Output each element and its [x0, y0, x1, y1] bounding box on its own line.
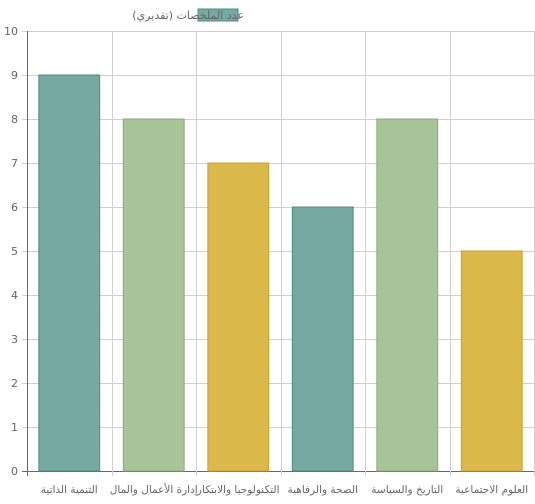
- y-tick-label: 5: [11, 245, 18, 258]
- x-tick-label: العلوم الاجتماعية: [455, 484, 528, 496]
- bar: [291, 206, 354, 472]
- bars: [38, 74, 523, 472]
- x-tick-label: التكنولوجيا والابتكار: [196, 484, 280, 496]
- bar: [122, 118, 185, 472]
- legend-label: عدد الملخصات (تقديري): [132, 9, 244, 22]
- x-tick-label: التنمية الذاتية: [41, 484, 98, 496]
- y-tick-label: 0: [11, 465, 18, 478]
- axes: 0 1 2 3 4 5 6 7 8 9 10 التنمية الذاتية إدارة الأعمال…: [4, 25, 528, 496]
- y-tick-label: 9: [11, 69, 18, 82]
- x-tick-label: إدارة الأعمال والمال: [110, 483, 198, 496]
- y-tick-label: 10: [4, 25, 18, 38]
- legend[interactable]: عدد الملخصات (تقديري): [132, 8, 244, 22]
- bar: [207, 162, 270, 472]
- bar: [38, 74, 101, 472]
- x-tick-label: الصحة والرفاهية: [287, 484, 358, 496]
- y-tick-label: 4: [11, 289, 18, 302]
- y-tick-label: 7: [11, 157, 18, 170]
- legend-swatch: [197, 8, 239, 22]
- bar: [460, 250, 523, 472]
- bar: [376, 118, 439, 472]
- x-tick-label: التاريخ والسياسة: [371, 484, 443, 496]
- y-tick-label: 3: [11, 333, 18, 346]
- y-tick-label: 6: [11, 201, 18, 214]
- y-tick-label: 1: [11, 421, 18, 434]
- y-tick-label: 2: [11, 377, 18, 390]
- y-tick-label: 8: [11, 113, 18, 126]
